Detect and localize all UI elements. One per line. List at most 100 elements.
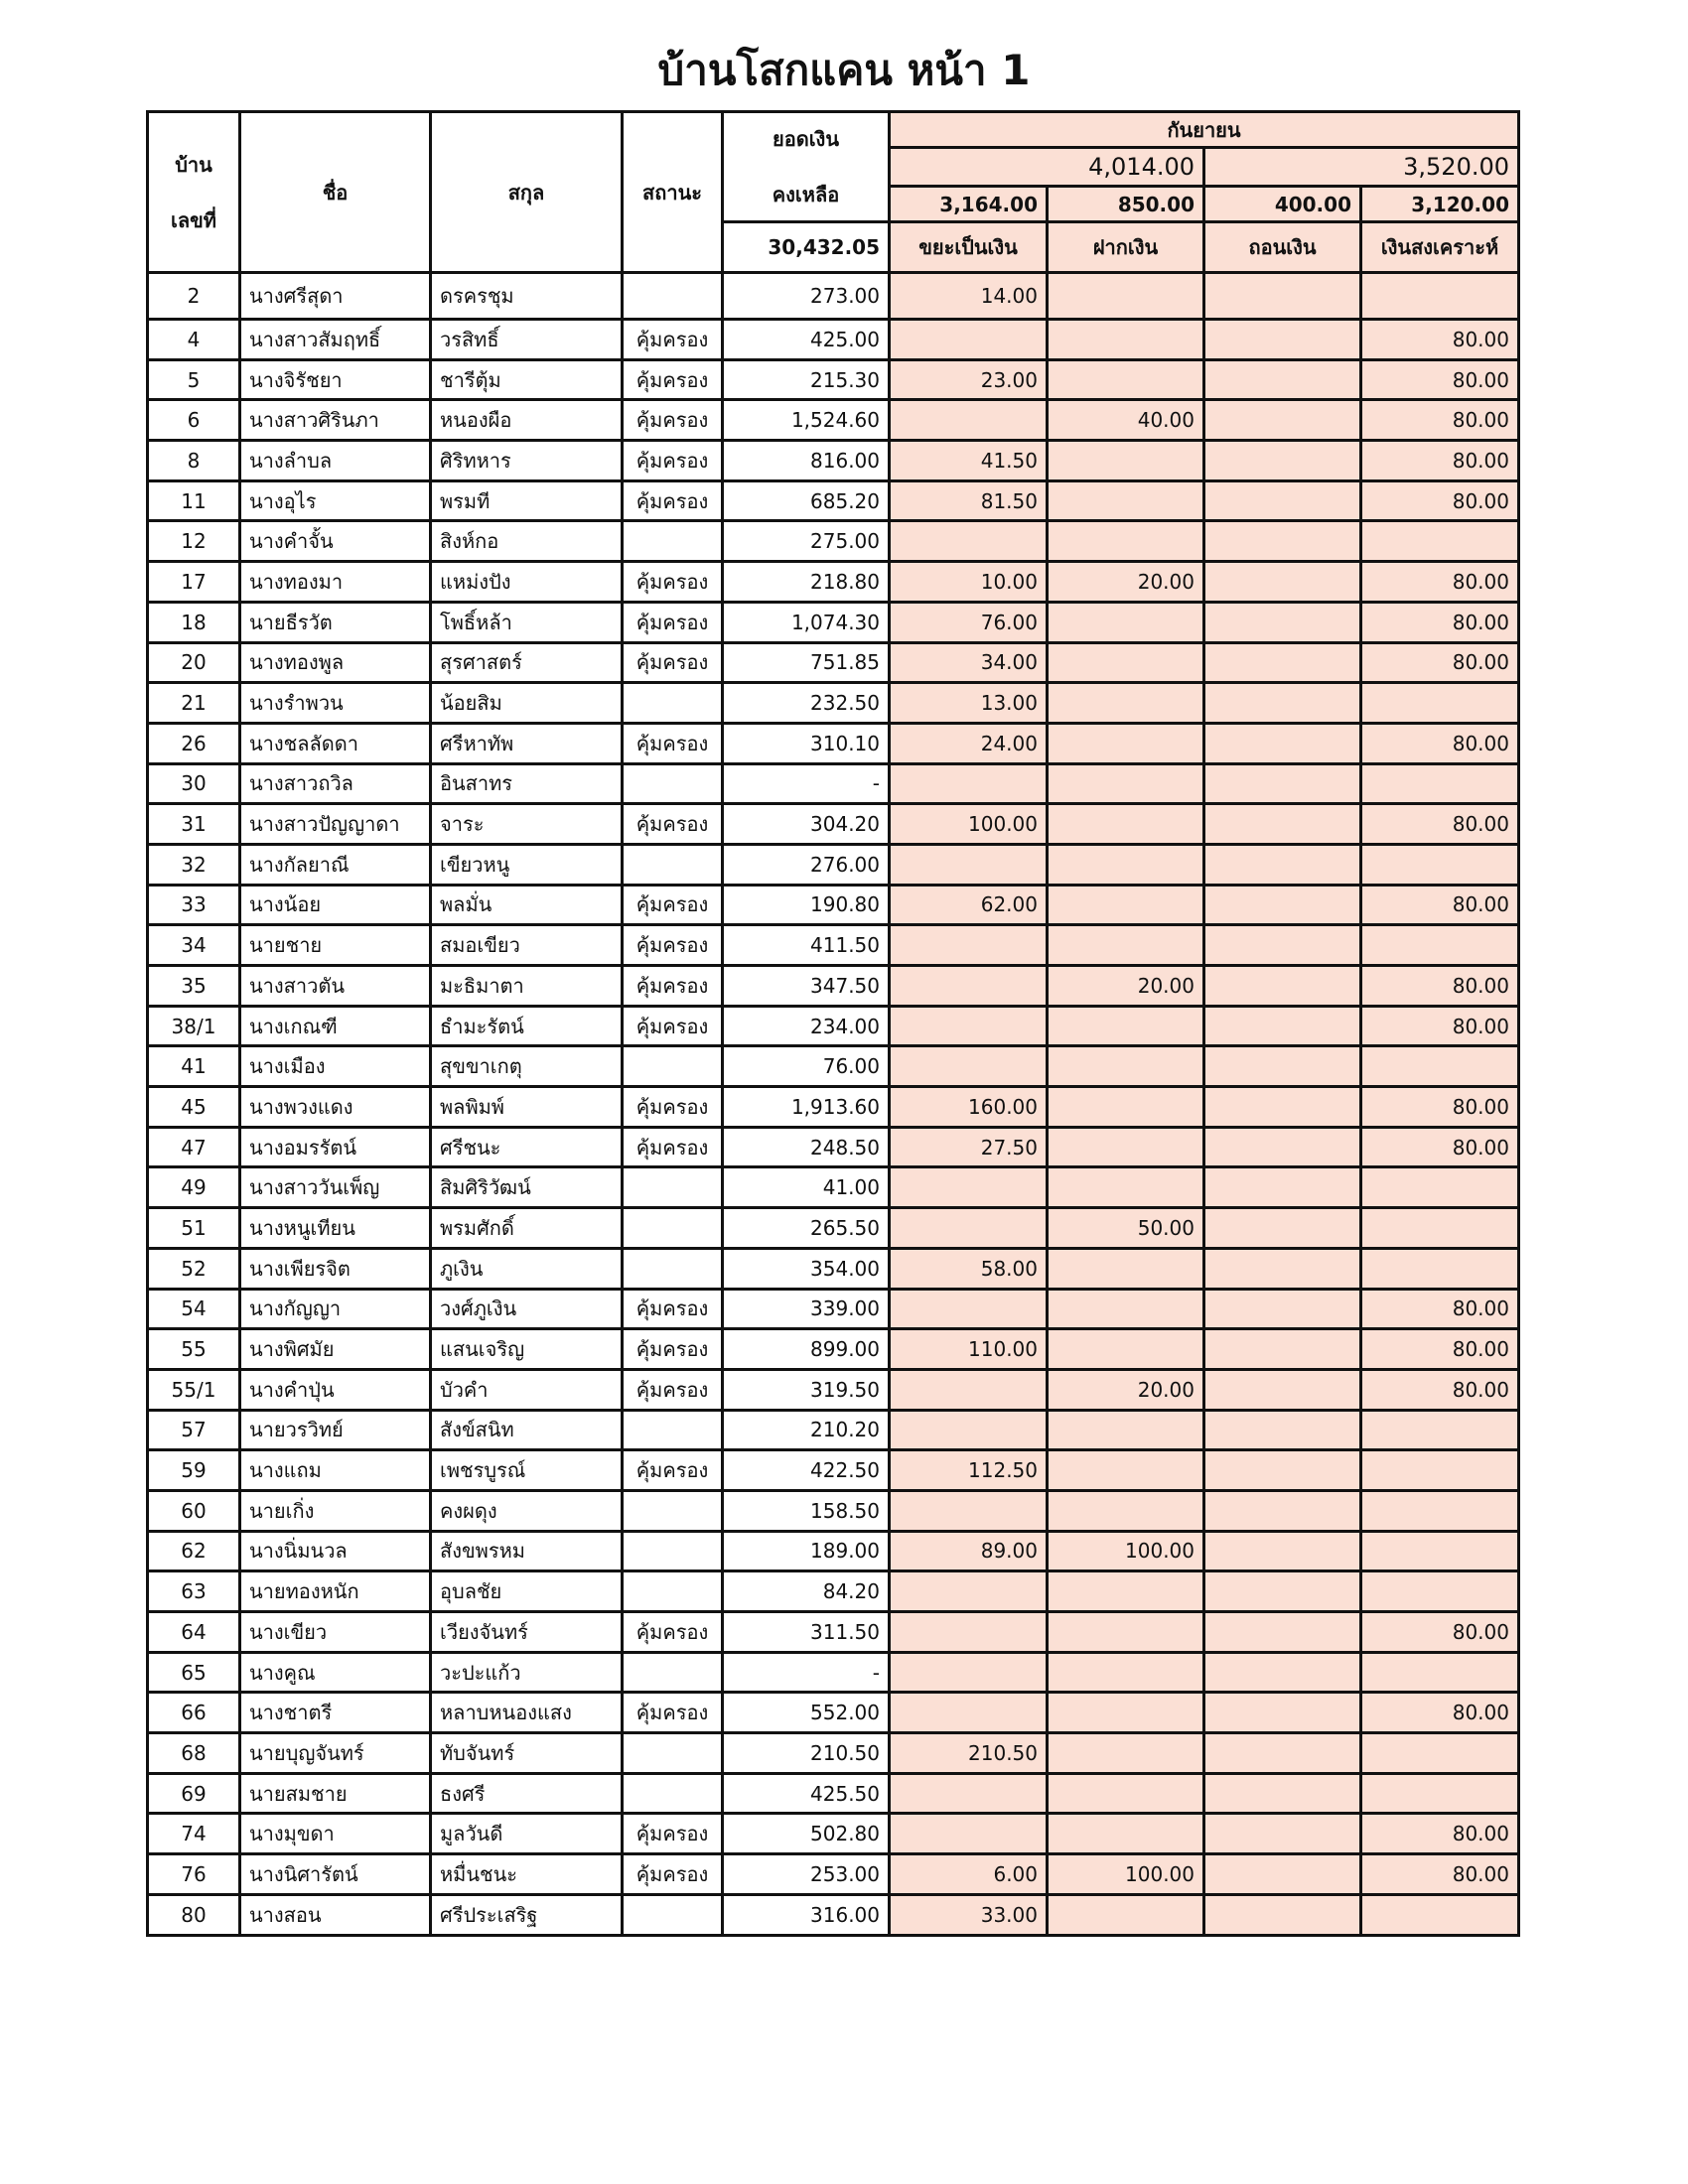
cell-welfare	[1359, 1892, 1520, 1937]
table-row: 76 นางนิศารัตน์ หมื่นชนะ คุ้มครอง 253.00 6.00…	[146, 1852, 1520, 1896]
cell-house-no: 38/1	[146, 1004, 241, 1048]
cell-waste: 100.00	[888, 802, 1049, 846]
cell-waste	[888, 1570, 1049, 1613]
cell-waste: 58.00	[888, 1246, 1049, 1291]
cell-deposit	[1046, 721, 1205, 765]
cell-house-no: 51	[146, 1206, 241, 1250]
cell-withdraw	[1202, 640, 1362, 685]
cell-deposit	[1046, 1044, 1205, 1089]
cell-balance: 275.00	[721, 519, 891, 564]
cell-welfare: 80.00	[1359, 1691, 1520, 1735]
cell-status: คุ้มครอง	[621, 923, 724, 967]
cell-waste	[888, 1165, 1049, 1210]
cell-name: นางน้อย	[238, 883, 432, 927]
cell-house-no: 80	[146, 1892, 241, 1937]
table-row: 69 นายสมชาย ธงศรี 425.50	[146, 1771, 1520, 1816]
cell-withdraw	[1202, 1165, 1362, 1210]
cell-waste: 89.00	[888, 1529, 1049, 1573]
cell-house-no: 31	[146, 802, 241, 846]
cell-status	[621, 681, 724, 725]
cell-waste	[888, 1004, 1049, 1048]
cell-deposit	[1046, 1610, 1205, 1654]
cell-withdraw	[1202, 1085, 1362, 1129]
cell-house-no: 63	[146, 1570, 241, 1613]
cell-name: นางเพียรจิต	[238, 1246, 432, 1291]
cell-welfare: 80.00	[1359, 802, 1520, 846]
table-row: 68 นายบุญจันทร์ ทับจันทร์ 210.50 210.50	[146, 1731, 1520, 1775]
cell-surname: เพชรบูรณ์	[429, 1448, 624, 1492]
cell-balance: 899.00	[721, 1327, 891, 1371]
cell-deposit	[1046, 1408, 1205, 1452]
cell-house-no: 12	[146, 519, 241, 564]
table-row: 33 นางน้อย พลมั่น คุ้มครอง 190.80 62.00 80.00	[146, 883, 1520, 927]
cell-withdraw	[1202, 1327, 1362, 1371]
cell-name: นางอุไร	[238, 478, 432, 523]
cell-welfare	[1359, 1408, 1520, 1452]
cell-surname: ศิริทหาร	[429, 439, 624, 482]
cell-surname: มูลวันดี	[429, 1812, 624, 1856]
cell-surname: บัวคำ	[429, 1367, 624, 1412]
cell-waste	[888, 964, 1049, 1008]
cell-surname: แหม่งปัง	[429, 560, 624, 604]
cell-welfare: 80.00	[1359, 478, 1520, 523]
cell-surname: สิงห์กอ	[429, 519, 624, 564]
cell-balance: 552.00	[721, 1691, 891, 1735]
cell-house-no: 68	[146, 1731, 241, 1775]
cell-status	[621, 1206, 724, 1250]
cell-balance: 354.00	[721, 1246, 891, 1291]
cell-status	[621, 1771, 724, 1816]
cell-deposit	[1046, 1892, 1205, 1937]
cell-name: นางทองพูล	[238, 640, 432, 685]
cell-house-no: 30	[146, 761, 241, 806]
cell-welfare: 80.00	[1359, 1610, 1520, 1654]
cell-name: นางแถม	[238, 1448, 432, 1492]
cell-surname: สิมศิริวัฒน์	[429, 1165, 624, 1210]
table-row: 32 นางกัลยาณี เขียวหนู 276.00	[146, 842, 1520, 887]
cell-status	[621, 1892, 724, 1937]
cell-withdraw	[1202, 883, 1362, 927]
cell-surname: ธำมะรัตน์	[429, 1004, 624, 1048]
cell-deposit	[1046, 681, 1205, 725]
cell-deposit	[1046, 761, 1205, 806]
cell-withdraw	[1202, 1044, 1362, 1089]
cell-welfare	[1359, 761, 1520, 806]
cell-house-no: 2	[146, 271, 241, 321]
cell-balance: 304.20	[721, 802, 891, 846]
page-title: บ้านโสกแคน หน้า 1	[657, 46, 1031, 94]
cell-deposit	[1046, 1650, 1205, 1695]
savings-table: บ้าน เลขที่ ชื่อ สกุล สถานะ ยอดเงิน คงเหลื…	[146, 110, 1520, 1937]
cell-house-no: 54	[146, 1287, 241, 1331]
cell-welfare: 80.00	[1359, 1852, 1520, 1896]
cell-balance: 215.30	[721, 357, 891, 402]
cell-surname: วะปะแก้ว	[429, 1650, 624, 1695]
table-row: 20 นางทองพูล สุรศาสตร์ คุ้มครอง 751.85 34.00 8…	[146, 640, 1520, 685]
cell-waste: 76.00	[888, 600, 1049, 644]
cell-welfare: 80.00	[1359, 640, 1520, 685]
table-row: 59 นางแถม เพชรบูรณ์ คุ้มครอง 422.50 112.50	[146, 1448, 1520, 1492]
cell-house-no: 47	[146, 1125, 241, 1169]
cell-balance: 347.50	[721, 964, 891, 1008]
cell-house-no: 45	[146, 1085, 241, 1129]
header-surname: สกุล	[429, 110, 624, 274]
header-name: ชื่อ	[238, 110, 432, 274]
cell-deposit	[1046, 923, 1205, 967]
cell-waste	[888, 1610, 1049, 1654]
cell-surname: จาระ	[429, 802, 624, 846]
cell-balance: 158.50	[721, 1488, 891, 1533]
cell-status	[621, 1731, 724, 1775]
cell-house-no: 57	[146, 1408, 241, 1452]
table-row: 6 นางสาวศิรินภา หนองผือ คุ้มครอง 1,524.60 40.…	[146, 398, 1520, 443]
cell-status: คุ้มครอง	[621, 1852, 724, 1896]
header-status: สถานะ	[621, 110, 724, 274]
cell-surname: สุขขาเกตุ	[429, 1044, 624, 1089]
cell-house-no: 49	[146, 1165, 241, 1210]
cell-deposit	[1046, 802, 1205, 846]
cell-house-no: 33	[146, 883, 241, 927]
cell-welfare: 80.00	[1359, 883, 1520, 927]
table-row: 74 นางมุขดา มูลวันดี คุ้มครอง 502.80 80.00	[146, 1812, 1520, 1856]
cell-name: นายวรวิทย์	[238, 1408, 432, 1452]
cell-surname: เวียงจันทร์	[429, 1610, 624, 1654]
cell-withdraw	[1202, 1246, 1362, 1291]
header-balance: ยอดเงิน คงเหลือ	[721, 110, 891, 223]
cell-status	[621, 1165, 724, 1210]
